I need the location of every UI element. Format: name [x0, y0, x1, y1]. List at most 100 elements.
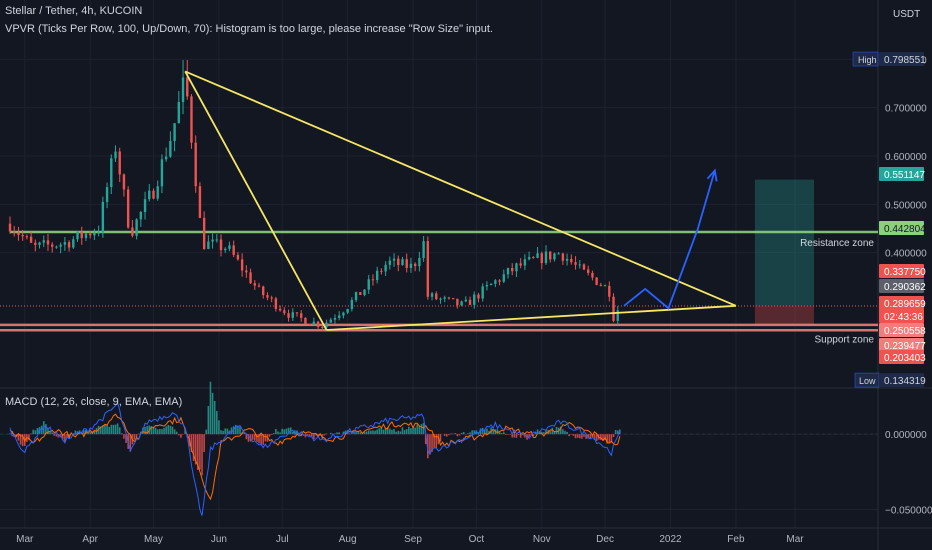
candle-body: [80, 231, 83, 239]
candle-body: [578, 264, 581, 266]
low-price-label-badge: [879, 373, 924, 388]
candle-body: [325, 322, 328, 328]
candle-body: [553, 253, 556, 260]
projection-arrowhead: [706, 168, 718, 182]
candle-body: [435, 293, 438, 300]
drawings: [184, 70, 737, 331]
candle-body: [152, 190, 155, 199]
candle-body: [337, 315, 341, 318]
candle-body: [388, 260, 392, 265]
candle-body: [312, 321, 316, 325]
time-axis-tick: Apr: [82, 534, 98, 545]
candle-body: [308, 324, 311, 326]
candle-body: [350, 300, 354, 310]
candle-body: [88, 233, 92, 236]
candle-body: [342, 312, 345, 316]
candle-body: [249, 272, 252, 284]
candle-body: [485, 285, 489, 287]
candle-body: [591, 272, 594, 278]
candle-body: [17, 232, 20, 236]
price-label: 0.250558: [884, 326, 926, 337]
candle-body: [544, 251, 548, 264]
symbol-title: Stellar / Tether, 4h, KUCOIN: [5, 5, 143, 17]
candle-body: [608, 285, 611, 297]
candle-body: [456, 298, 459, 306]
candle-body: [295, 312, 299, 314]
candle-body: [253, 283, 256, 286]
high-price-label: 0.798551: [884, 55, 926, 66]
candle-body: [586, 269, 590, 273]
candle-body: [570, 258, 573, 263]
candle-body: [76, 231, 79, 240]
candle-body: [202, 217, 206, 249]
time-axis-tick: Mar: [786, 534, 804, 545]
axes: 0.8000000.7000000.6000000.5000000.400000…: [16, 55, 932, 545]
candle-body: [160, 159, 164, 187]
candle-body: [316, 321, 320, 328]
candles: [8, 60, 619, 332]
candle-body: [51, 244, 54, 247]
candle-body: [333, 317, 337, 320]
triangle-upper-trendline: [184, 70, 737, 307]
candle-body: [13, 231, 16, 233]
candle-body: [426, 241, 430, 297]
price-axis-tick: 0.500000: [885, 200, 927, 211]
candle-body: [34, 242, 37, 245]
candle-body: [527, 257, 531, 260]
candle-body: [603, 285, 607, 287]
candle-body: [371, 279, 375, 281]
candle-body: [346, 309, 349, 313]
price-label: 0.203403: [884, 353, 926, 364]
candle-body: [595, 277, 598, 285]
candle-body: [131, 227, 134, 236]
time-axis-tick: Jul: [276, 534, 289, 545]
candle-body: [300, 313, 303, 318]
support-zone-label: Support zone: [815, 334, 875, 345]
price-label-badge: [879, 323, 924, 337]
candle-body: [443, 297, 446, 299]
candle-body: [55, 246, 58, 248]
candle-body: [219, 239, 223, 251]
candle-body: [25, 236, 29, 238]
candle-body: [304, 317, 307, 325]
candle-body: [42, 240, 45, 243]
candle-body: [582, 264, 586, 270]
candle-body: [270, 297, 273, 299]
candle-body: [118, 151, 121, 175]
candle-body: [511, 268, 514, 272]
triangle-lower-trendline: [326, 304, 736, 331]
price-label-badge: [879, 350, 924, 364]
triangle-left-trendline: [184, 70, 328, 331]
position-loss-zone: [754, 305, 814, 325]
candle-body: [498, 280, 501, 282]
candle-body: [616, 310, 619, 321]
low-price-label: 0.134319: [884, 376, 926, 387]
high-tag: High: [858, 55, 877, 65]
candle-body: [283, 310, 286, 314]
candle-body: [430, 293, 434, 297]
macd-axis-tick: 0.000000: [885, 430, 927, 441]
price-label-badge: [879, 338, 924, 352]
candle-body: [536, 253, 539, 258]
candle-body: [278, 308, 282, 311]
candle-body: [240, 259, 244, 271]
candle-body: [363, 289, 366, 295]
candle-body: [21, 235, 24, 237]
time-axis-tick: Dec: [596, 534, 614, 545]
candle-body: [266, 295, 269, 298]
candle-body: [494, 280, 497, 284]
candle-body: [8, 223, 12, 232]
time-axis-tick: Jun: [211, 534, 227, 545]
candle-body: [439, 298, 442, 300]
price-label: 0.239477: [884, 341, 926, 352]
high-price-label-badge: [879, 52, 924, 67]
candle-body: [502, 274, 505, 282]
candle-body: [139, 212, 143, 220]
projection-path: [623, 170, 716, 310]
horizontal-levels: Resistance zone Support zone: [0, 230, 878, 345]
candle-body: [190, 96, 193, 143]
candle-body: [612, 296, 615, 321]
candle-body: [422, 241, 425, 259]
candle-body: [557, 253, 560, 255]
